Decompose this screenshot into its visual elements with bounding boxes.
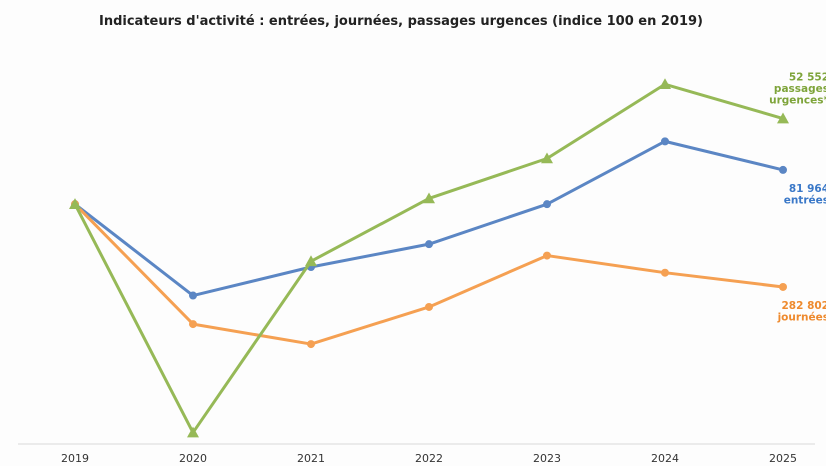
data-point-urgences — [659, 78, 671, 90]
data-point-urgences — [541, 152, 553, 164]
x-tick-labels: 2019 2020 2021 2022 2023 2024 2025 — [61, 452, 797, 465]
end-label-line: 81 964 — [789, 183, 826, 195]
end-label-line: 282 802 — [782, 300, 826, 312]
x-tick-label: 2024 — [651, 452, 679, 465]
data-point-urgences — [777, 112, 789, 124]
data-point-journees — [543, 251, 551, 260]
x-tick-label: 2019 — [61, 452, 89, 465]
data-point-entrees — [661, 137, 669, 146]
data-point-journees — [661, 268, 669, 277]
data-point-journees — [189, 320, 197, 329]
data-point-entrees — [189, 291, 197, 300]
data-point-entrees — [543, 200, 551, 209]
data-point-urgences — [305, 255, 317, 267]
end-label-line: 52 552 — [789, 72, 826, 84]
data-point-journees — [307, 340, 315, 349]
x-tick-label: 2020 — [179, 452, 207, 465]
x-tick-label: 2021 — [297, 452, 325, 465]
end-label-urgences: 52 552 passages urgences* — [769, 72, 826, 107]
series-line-journees — [73, 202, 785, 346]
end-label-line: entrées — [784, 194, 826, 206]
data-point-urgences — [423, 192, 435, 204]
end-label-journees: 282 802 journées — [777, 300, 826, 324]
end-labels: 81 964 entrées 282 802 journées 52 552 passag… — [769, 72, 826, 324]
end-label-line: urgences* — [769, 95, 826, 107]
series-group — [69, 78, 789, 438]
data-point-journees — [779, 282, 787, 291]
data-point-urgences — [187, 426, 199, 438]
data-point-entrees — [779, 165, 787, 174]
end-label-line: passages — [774, 83, 826, 95]
x-tick-label: 2025 — [769, 452, 797, 465]
series-line-entrees — [73, 139, 785, 298]
end-label-entrees: 81 964 entrées — [784, 183, 826, 207]
chart-title: Indicateurs d'activité : entrées, journé… — [99, 14, 703, 29]
data-point-entrees — [425, 240, 433, 249]
x-tick-label: 2023 — [533, 452, 561, 465]
data-point-urgences — [69, 198, 81, 209]
end-label-line: journées — [777, 311, 826, 323]
series-line-urgences — [73, 82, 785, 435]
x-tick-label: 2022 — [415, 452, 443, 465]
data-point-journees — [425, 302, 433, 311]
